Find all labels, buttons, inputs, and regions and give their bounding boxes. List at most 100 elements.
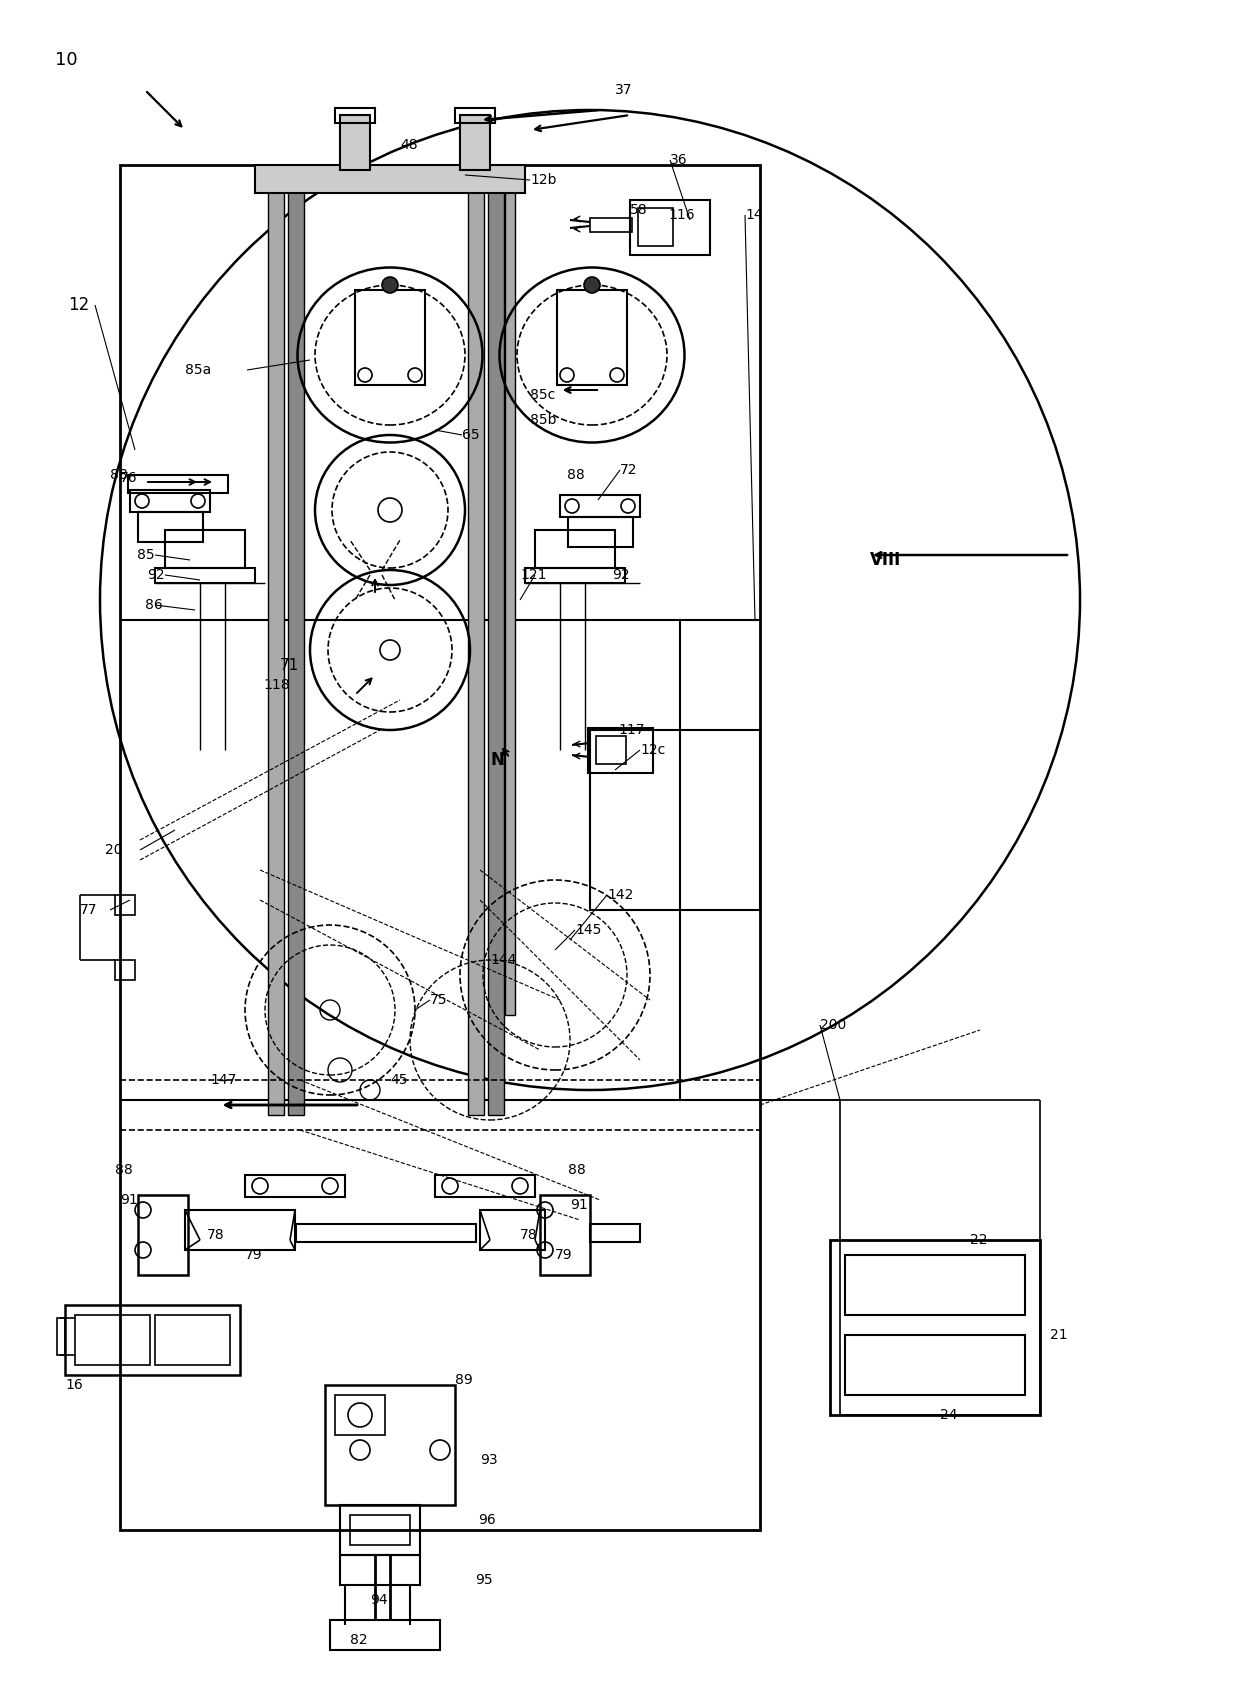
Bar — [155, 1314, 229, 1365]
Bar — [534, 529, 615, 568]
Bar — [489, 165, 503, 1114]
Text: 85: 85 — [136, 548, 155, 561]
Bar — [590, 1225, 640, 1241]
Bar — [830, 1240, 1040, 1414]
Text: 89: 89 — [455, 1374, 472, 1387]
Text: 72: 72 — [620, 463, 637, 477]
Bar — [590, 729, 760, 911]
Text: 71: 71 — [280, 658, 299, 673]
Bar — [596, 736, 626, 763]
Bar — [639, 209, 673, 246]
Text: 82: 82 — [350, 1633, 367, 1647]
Bar — [115, 960, 135, 980]
Bar — [268, 165, 284, 1114]
Bar — [57, 1318, 64, 1355]
Bar — [505, 165, 515, 1014]
Bar — [844, 1335, 1025, 1396]
Text: 121: 121 — [520, 568, 547, 582]
Bar — [120, 165, 760, 1530]
Bar — [844, 1255, 1025, 1314]
Bar — [455, 109, 495, 124]
Text: 118: 118 — [263, 678, 290, 692]
Bar — [539, 1196, 590, 1275]
Text: 78: 78 — [207, 1228, 224, 1241]
Bar — [165, 529, 246, 568]
Text: 85b: 85b — [529, 414, 557, 427]
Bar — [138, 512, 203, 543]
Bar — [296, 1225, 476, 1241]
Text: 37: 37 — [615, 83, 632, 97]
Bar — [467, 165, 484, 1114]
Text: 24: 24 — [940, 1408, 957, 1421]
Text: 200: 200 — [820, 1018, 846, 1031]
Text: 116: 116 — [668, 209, 694, 222]
Bar — [185, 1209, 295, 1250]
Bar — [155, 568, 255, 583]
Bar — [128, 475, 228, 494]
Bar — [64, 1304, 241, 1375]
Text: 76: 76 — [120, 471, 138, 485]
Bar — [340, 115, 370, 170]
Bar — [560, 495, 640, 517]
Bar — [435, 1175, 534, 1197]
Text: 88: 88 — [568, 1163, 585, 1177]
Text: 96: 96 — [477, 1513, 496, 1526]
Text: 86: 86 — [145, 599, 162, 612]
Text: 20: 20 — [105, 843, 123, 856]
Text: 85a: 85a — [185, 363, 211, 377]
Bar — [568, 517, 632, 548]
Text: 142: 142 — [608, 889, 634, 902]
Bar — [340, 1504, 420, 1555]
Bar — [130, 490, 210, 512]
Bar — [480, 1209, 546, 1250]
Bar — [325, 1386, 455, 1504]
Bar — [115, 895, 135, 916]
Text: 12: 12 — [68, 297, 89, 314]
Text: 91: 91 — [120, 1192, 138, 1208]
Text: 95: 95 — [475, 1572, 492, 1587]
Text: 145: 145 — [575, 923, 601, 936]
Text: 16: 16 — [64, 1377, 83, 1392]
Text: 36: 36 — [670, 153, 688, 166]
Text: 92: 92 — [613, 568, 630, 582]
Bar — [460, 115, 490, 170]
Bar — [350, 1515, 410, 1545]
Bar — [355, 290, 425, 385]
Bar — [255, 165, 525, 193]
Bar — [246, 1175, 345, 1197]
Text: 58: 58 — [630, 204, 647, 217]
Text: 77: 77 — [81, 902, 98, 918]
Text: 75: 75 — [430, 992, 448, 1007]
Text: 91: 91 — [570, 1197, 588, 1213]
Text: VIII: VIII — [870, 551, 901, 568]
Text: 93: 93 — [480, 1453, 497, 1467]
Bar — [590, 219, 632, 232]
Text: 88: 88 — [110, 468, 128, 482]
Text: 12c: 12c — [640, 743, 665, 756]
Text: 147: 147 — [210, 1074, 237, 1087]
Circle shape — [382, 276, 398, 293]
Text: 85c: 85c — [529, 388, 556, 402]
Text: 65: 65 — [463, 427, 480, 443]
Bar — [630, 200, 711, 254]
Text: 48: 48 — [401, 137, 418, 153]
Text: 92: 92 — [148, 568, 165, 582]
Bar — [525, 568, 625, 583]
Text: 10: 10 — [55, 51, 78, 70]
Bar — [335, 1396, 384, 1435]
Text: 88: 88 — [567, 468, 585, 482]
Bar — [335, 109, 374, 124]
Text: 45: 45 — [391, 1074, 408, 1087]
Bar — [74, 1314, 150, 1365]
Bar — [138, 1196, 188, 1275]
Text: 88: 88 — [115, 1163, 133, 1177]
Text: 79: 79 — [246, 1248, 263, 1262]
Bar — [288, 165, 304, 1114]
Text: 21: 21 — [1050, 1328, 1068, 1342]
Text: 79: 79 — [556, 1248, 573, 1262]
Bar — [557, 290, 627, 385]
Text: 94: 94 — [370, 1593, 388, 1608]
Text: 12b: 12b — [529, 173, 557, 187]
Circle shape — [584, 276, 600, 293]
Text: 144: 144 — [490, 953, 516, 967]
